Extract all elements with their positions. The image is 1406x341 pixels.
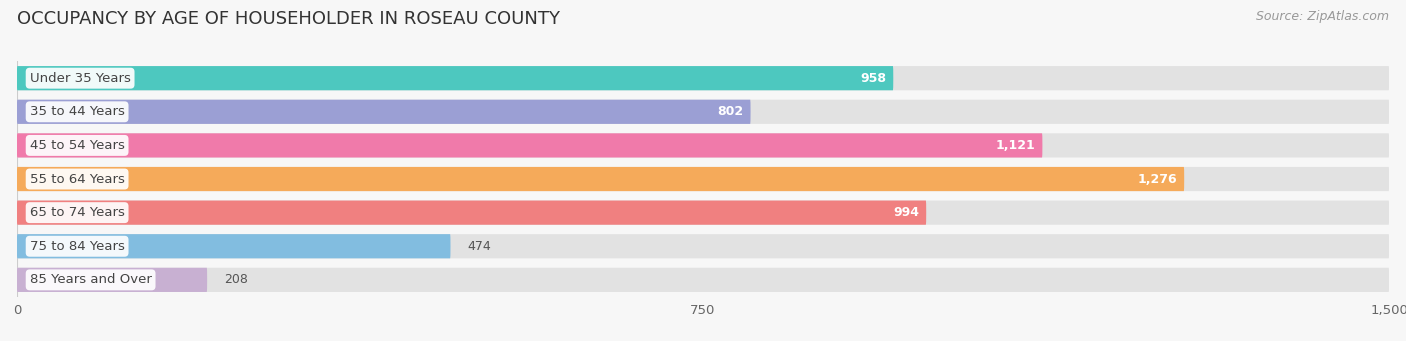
- Text: 45 to 54 Years: 45 to 54 Years: [30, 139, 125, 152]
- FancyBboxPatch shape: [17, 234, 450, 258]
- FancyBboxPatch shape: [17, 133, 1042, 158]
- Text: 474: 474: [467, 240, 491, 253]
- FancyBboxPatch shape: [17, 66, 893, 90]
- Text: 802: 802: [717, 105, 744, 118]
- Text: 85 Years and Over: 85 Years and Over: [30, 273, 152, 286]
- FancyBboxPatch shape: [17, 201, 927, 225]
- FancyBboxPatch shape: [17, 167, 1389, 191]
- FancyBboxPatch shape: [17, 268, 207, 292]
- FancyBboxPatch shape: [17, 234, 1389, 258]
- Text: OCCUPANCY BY AGE OF HOUSEHOLDER IN ROSEAU COUNTY: OCCUPANCY BY AGE OF HOUSEHOLDER IN ROSEA…: [17, 10, 560, 28]
- Text: 1,276: 1,276: [1137, 173, 1177, 186]
- Text: 65 to 74 Years: 65 to 74 Years: [30, 206, 125, 219]
- Text: 55 to 64 Years: 55 to 64 Years: [30, 173, 125, 186]
- FancyBboxPatch shape: [17, 100, 1389, 124]
- Text: 35 to 44 Years: 35 to 44 Years: [30, 105, 125, 118]
- Text: Source: ZipAtlas.com: Source: ZipAtlas.com: [1256, 10, 1389, 23]
- FancyBboxPatch shape: [17, 201, 1389, 225]
- Text: 75 to 84 Years: 75 to 84 Years: [30, 240, 125, 253]
- FancyBboxPatch shape: [17, 133, 1389, 158]
- FancyBboxPatch shape: [17, 66, 1389, 90]
- Text: Under 35 Years: Under 35 Years: [30, 72, 131, 85]
- Text: 1,121: 1,121: [995, 139, 1035, 152]
- Text: 208: 208: [224, 273, 247, 286]
- Text: 994: 994: [893, 206, 920, 219]
- Text: 958: 958: [860, 72, 886, 85]
- FancyBboxPatch shape: [17, 167, 1184, 191]
- FancyBboxPatch shape: [17, 268, 1389, 292]
- FancyBboxPatch shape: [17, 100, 751, 124]
